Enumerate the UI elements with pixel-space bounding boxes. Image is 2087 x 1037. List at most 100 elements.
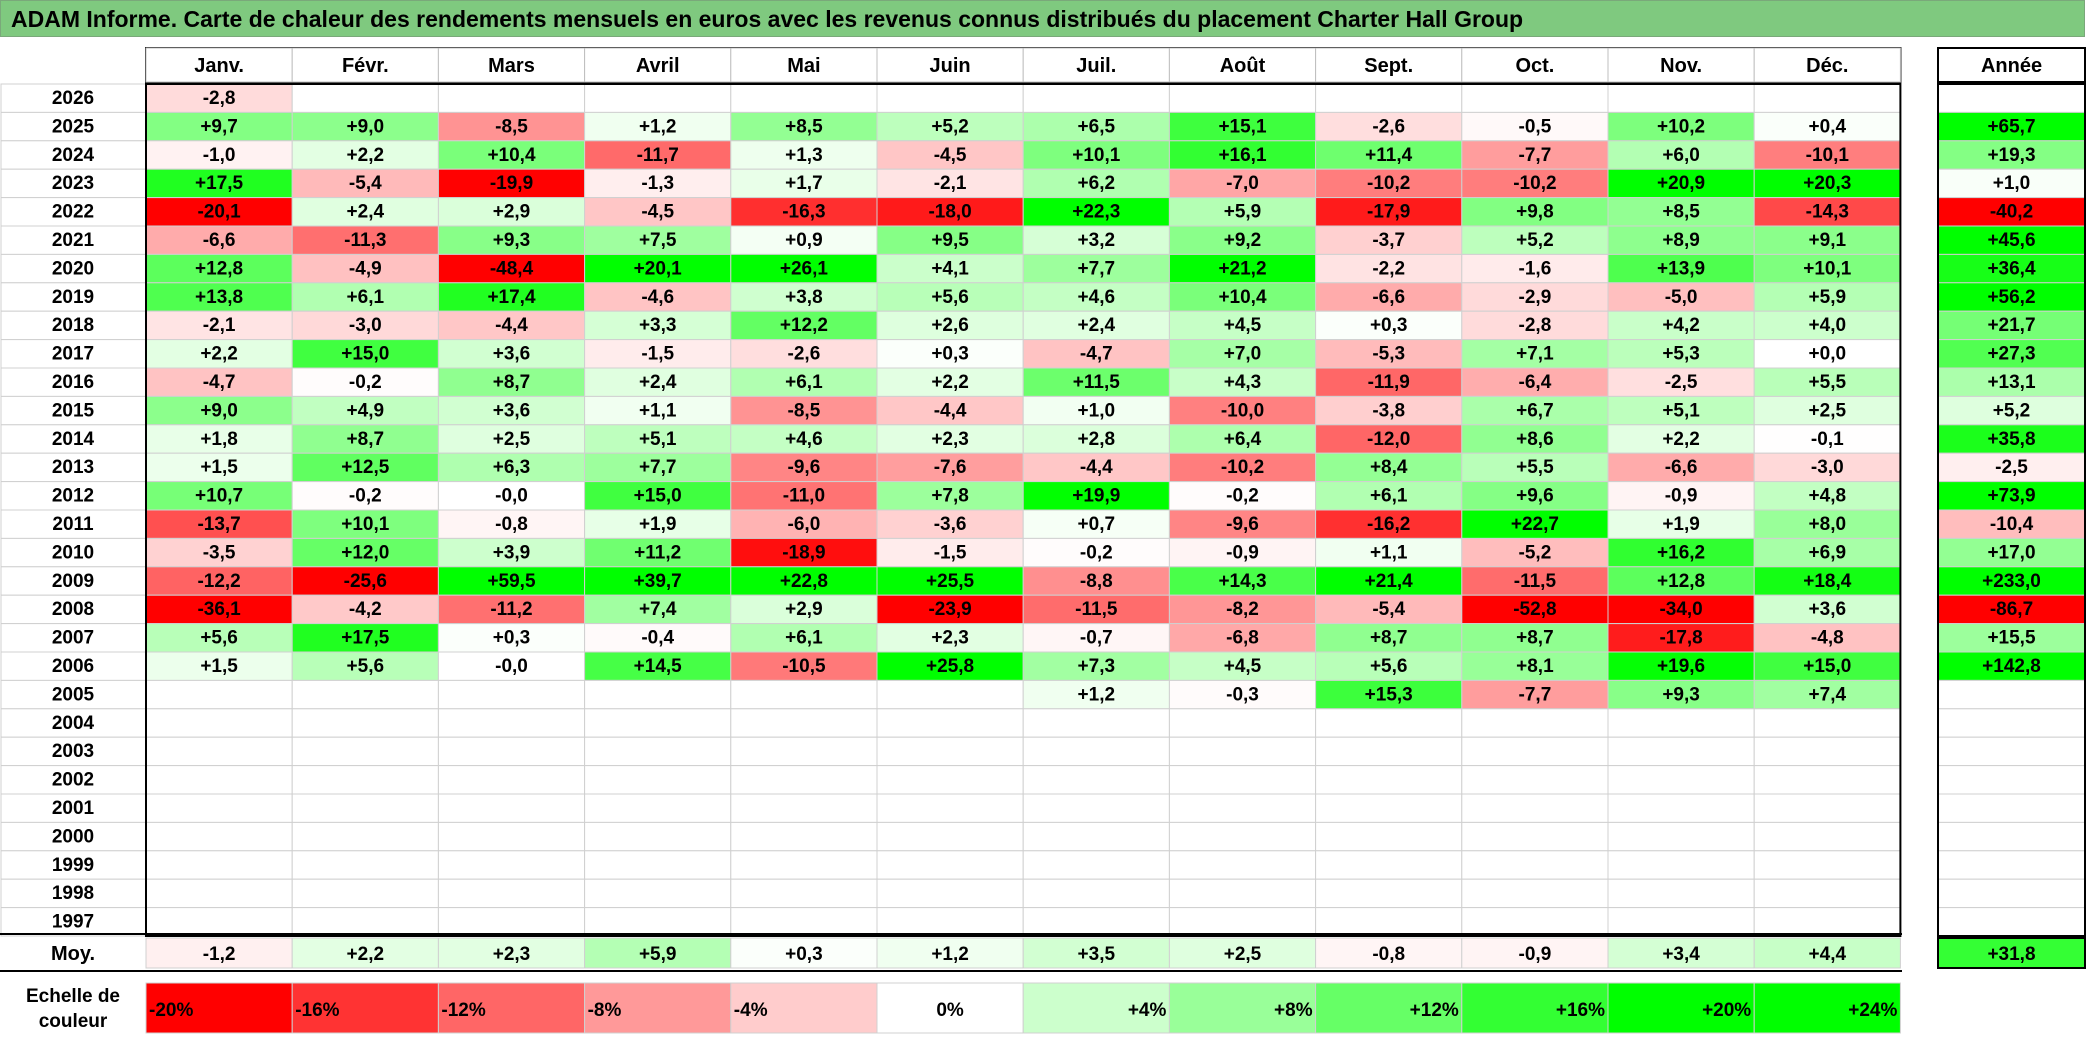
cell-value: -12,0 <box>1367 429 1410 450</box>
heatmap-cell <box>1315 168 1463 199</box>
year-header-label: Année <box>1981 55 2042 77</box>
heatmap-cell <box>437 537 586 568</box>
cell-value: +6,5 <box>1078 116 1116 137</box>
heatmap-cell <box>1168 111 1317 142</box>
heatmap-cell <box>730 253 878 284</box>
cell-value: +7,1 <box>1516 344 1554 365</box>
heatmap-cell <box>1461 594 1609 625</box>
year-label: 2011 <box>52 514 94 535</box>
heatmap-cell <box>1753 481 1901 511</box>
heatmap-cell <box>1753 850 1901 880</box>
heatmap-cell <box>876 821 1024 852</box>
heatmap-cell <box>1315 140 1463 170</box>
heatmap-cell <box>1022 537 1170 568</box>
cell-value: +4,5 <box>1224 315 1262 336</box>
cell-value: -9,6 <box>1226 514 1259 535</box>
cell-value: +1,5 <box>200 656 238 677</box>
heatmap-cell <box>1022 878 1170 909</box>
annual-value: +35,8 <box>1987 429 2035 450</box>
cell-value: +2,3 <box>931 429 969 450</box>
heatmap-cell <box>876 765 1024 795</box>
annual-value: +233,0 <box>1982 571 2041 592</box>
month-header-cell <box>1022 47 1170 83</box>
average-annual-cell <box>1937 937 2086 969</box>
heatmap-cell <box>1315 708 1463 738</box>
annual-cell <box>1937 225 2086 255</box>
annual-value: +1,0 <box>1993 173 2031 194</box>
cell-value: +17,4 <box>487 287 536 308</box>
year-label: 2003 <box>52 741 94 762</box>
cell-value: +3,6 <box>1809 599 1847 620</box>
cell-value: -10,2 <box>1367 173 1410 194</box>
scale-step-label: -4% <box>734 1000 768 1021</box>
month-header-label: Avril <box>636 55 680 77</box>
heatmap-cell <box>1022 339 1170 369</box>
scale-swatch <box>1461 982 1609 1034</box>
annual-cell <box>1937 850 2086 880</box>
year-label-cell <box>0 793 147 823</box>
cell-value: +13,9 <box>1657 258 1705 279</box>
heatmap-cell <box>1461 651 1609 681</box>
month-header-label: Oct. <box>1515 55 1554 77</box>
heatmap-cell <box>1315 481 1463 511</box>
heatmap-cell <box>1461 395 1609 426</box>
heatmap-cell <box>584 253 732 284</box>
heatmap-cell <box>291 424 439 454</box>
cell-value: +5,6 <box>347 656 385 677</box>
heatmap-cell <box>1607 111 1755 142</box>
cell-value: +8,7 <box>347 429 385 450</box>
year-label: 2025 <box>52 116 95 137</box>
cell-value: +8,5 <box>785 116 823 137</box>
cell-value: -8,5 <box>788 400 821 421</box>
month-header-label: Janv. <box>194 55 244 77</box>
heatmap-cell <box>1168 481 1317 511</box>
cell-value: +7,7 <box>639 457 677 478</box>
heatmap-cell <box>1753 197 1901 227</box>
year-label: 2017 <box>52 344 94 365</box>
heatmap-cell <box>1607 878 1755 909</box>
heatmap-cell <box>1607 736 1755 767</box>
scale-swatch <box>1315 982 1463 1034</box>
average-cell <box>1753 937 1901 969</box>
chart-title: ADAM Informe. Carte de chaleur des rende… <box>11 6 1524 32</box>
cell-value: +1,2 <box>639 116 677 137</box>
heatmap-cell <box>1022 83 1170 113</box>
annual-value: -10,4 <box>1990 514 2034 535</box>
cell-value: +2,4 <box>347 202 385 223</box>
cell-value: -4,4 <box>495 315 528 336</box>
annual-cell <box>1937 339 2086 369</box>
title-bar: ADAM Informe. Carte de chaleur des rende… <box>0 0 2085 37</box>
heatmap-cell <box>1315 850 1463 880</box>
heatmap-cell <box>730 736 878 767</box>
heatmap-cell <box>1168 197 1317 227</box>
heatmap-cell <box>730 197 878 227</box>
heatmap-cell <box>1168 736 1317 767</box>
heatmap-cell <box>1607 566 1755 596</box>
scale-swatch <box>1168 982 1317 1034</box>
month-header-label: Juil. <box>1076 55 1116 77</box>
annual-value: +56,2 <box>1987 287 2035 308</box>
cell-value: +19,6 <box>1657 656 1705 677</box>
cell-value: -7,0 <box>1226 173 1259 194</box>
year-label-cell <box>0 679 147 710</box>
year-label-cell <box>0 566 147 596</box>
cell-value: -19,9 <box>490 173 533 194</box>
year-label: 2002 <box>52 770 94 791</box>
year-label: 2014 <box>52 429 95 450</box>
heatmap-cell <box>1315 878 1463 909</box>
heatmap-cell <box>1022 481 1170 511</box>
average-value: +0,3 <box>785 944 823 965</box>
cell-value: +12,5 <box>341 457 390 478</box>
heatmap-cell <box>291 736 439 767</box>
cell-value: +5,6 <box>200 628 238 649</box>
cell-value: +9,1 <box>1809 230 1847 251</box>
heatmap-cell <box>1168 708 1317 738</box>
average-value: +2,2 <box>347 944 385 965</box>
cell-value: +6,4 <box>1224 429 1262 450</box>
cell-value: -11,0 <box>783 486 825 507</box>
month-header-cell <box>1753 47 1901 83</box>
heatmap-cell <box>145 793 293 823</box>
average-cell <box>437 937 586 969</box>
cell-value: +9,3 <box>493 230 531 251</box>
heatmap-cell <box>584 793 732 823</box>
